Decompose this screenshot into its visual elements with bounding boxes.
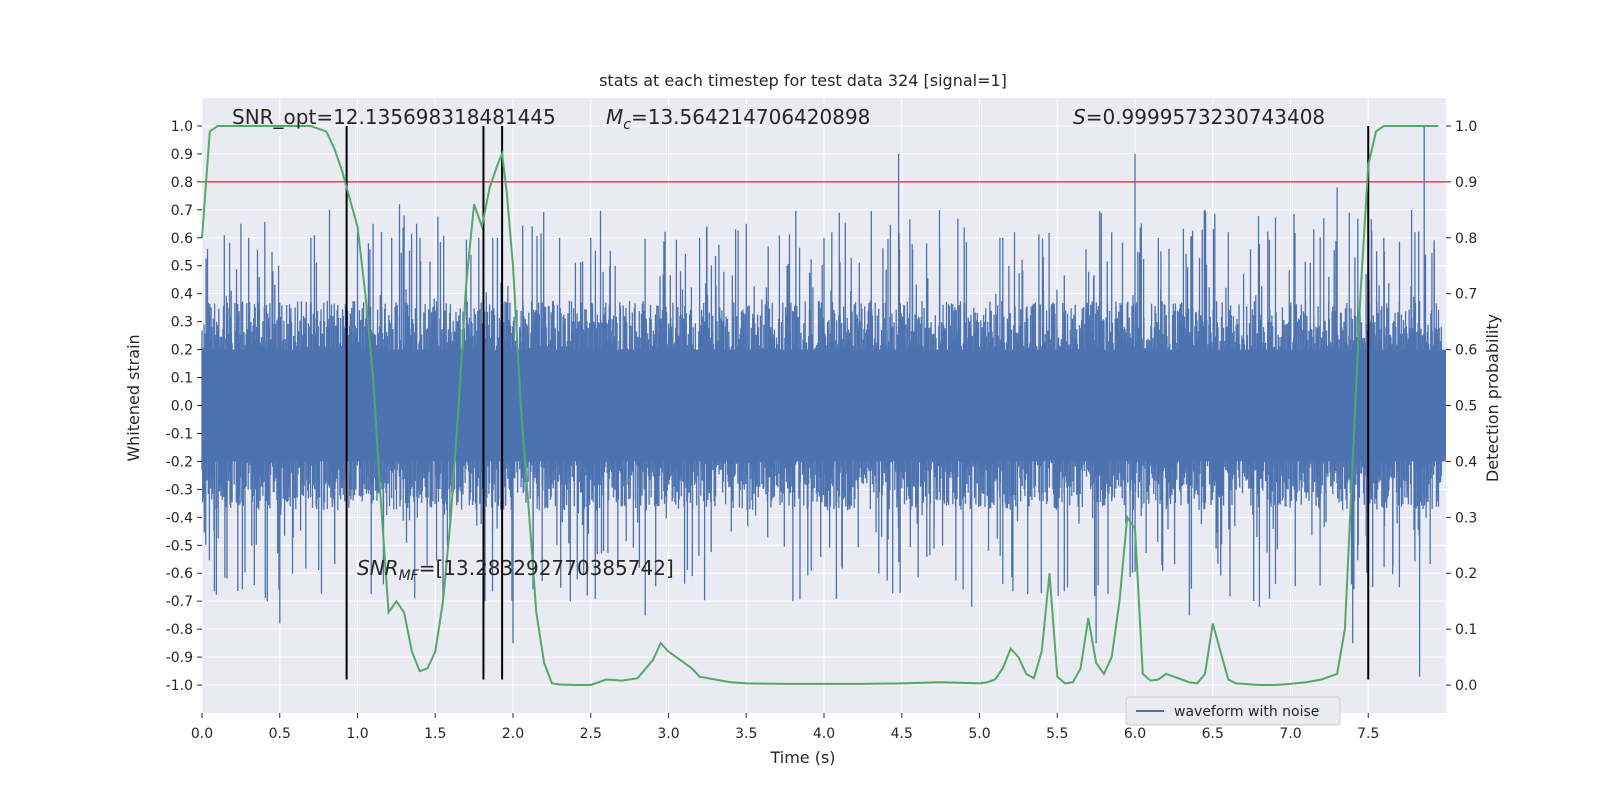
mc-subscript: c [623, 117, 631, 133]
y-tick-label: 0.3 [171, 315, 193, 331]
x-tick-label: 5.0 [968, 726, 990, 742]
s-symbol: S [1073, 105, 1086, 129]
y2-tick-label: 0.0 [1455, 678, 1477, 694]
y-tick-label: 1.0 [171, 119, 193, 135]
y-tick-label: 0.2 [171, 343, 193, 359]
y-tick-label: -0.1 [166, 426, 193, 442]
x-tick-label: 3.5 [735, 726, 757, 742]
y2-tick-label: 0.1 [1455, 622, 1477, 638]
x-tick-label: 1.5 [424, 726, 446, 742]
y-tick-label: -0.8 [166, 622, 193, 638]
s-annotation: S=0.9999573230743408 [1073, 105, 1325, 129]
mc-value: =13.564214706420898 [631, 105, 870, 129]
y-tick-labels: 1.0 0.9 0.8 0.7 0.6 0.5 0.4 0.3 0.2 0.1 0.0 -0.1 -0.… [166, 119, 202, 694]
x-tick-label: 7.0 [1279, 726, 1301, 742]
y-tick-label: 0.1 [171, 371, 193, 387]
y2-tick-label: 0.3 [1455, 510, 1477, 526]
y-tick-label: 0.5 [171, 259, 193, 275]
snr-opt-annotation: SNR_opt=12.135698318481445 [232, 105, 556, 129]
y2-tick-label: 0.4 [1455, 454, 1477, 470]
x-tick-label: 5.5 [1046, 726, 1068, 742]
y-tick-label: -0.2 [166, 454, 193, 470]
legend-label-waveform: waveform with noise [1174, 704, 1319, 720]
x-tick-label: 6.5 [1202, 726, 1224, 742]
snr-mf-subscript: MF [399, 568, 420, 584]
legend-box [1125, 696, 1341, 726]
y-tick-label: -0.3 [166, 482, 193, 498]
y-tick-label: -0.5 [166, 538, 193, 554]
y-tick-label: 0.8 [171, 175, 193, 191]
y2-tick-label: 0.2 [1455, 566, 1477, 582]
s-value: =0.9999573230743408 [1086, 105, 1325, 129]
x-tick-label: 4.0 [813, 726, 835, 742]
x-tick-label: 7.5 [1357, 726, 1379, 742]
y2-axis-label: Detection probability [1483, 314, 1502, 482]
prob-series-line [201, 125, 1439, 686]
y-tick-label: -0.7 [166, 594, 193, 610]
y-tick-label: 0.6 [171, 231, 193, 247]
x-tick-labels: 0.0 0.5 1.0 1.5 2.0 2.5 3.0 3.5 4.0 4.5 5.0 5.5 6.0 6… [191, 713, 1379, 742]
x-tick-label: 0.0 [191, 726, 213, 742]
y2-tick-label: 0.7 [1455, 287, 1477, 303]
x-tick-label: 0.5 [269, 726, 291, 742]
y-tick-label: 0.4 [171, 287, 193, 303]
y2-tick-label: 0.9 [1455, 175, 1477, 191]
x-tick-label: 2.5 [580, 726, 602, 742]
y-tick-label: -0.4 [166, 510, 193, 526]
x-tick-label: 6.0 [1124, 726, 1146, 742]
mc-symbol: M [606, 105, 623, 129]
y-tick-label: -0.9 [166, 650, 193, 666]
y-tick-label: -1.0 [166, 678, 193, 694]
y2-tick-label: 0.8 [1455, 231, 1477, 247]
snr-mf-value: =[13.283292770385742] [419, 556, 674, 580]
waveform-series [201, 126, 1446, 677]
chart-title: stats at each timestep for test data 324… [599, 71, 1007, 90]
x-tick-label: 1.0 [346, 726, 368, 742]
y2-tick-label: 0.5 [1455, 399, 1477, 415]
y-axis-label: Whitened strain [124, 334, 143, 461]
y-tick-label: 0.7 [171, 203, 193, 219]
y-tick-label: 0.0 [171, 399, 193, 415]
snr-mf-annotation: SNRMF=[13.283292770385742] [357, 556, 674, 584]
y-tick-label: -0.6 [166, 566, 193, 582]
snr-mf-symbol: SNR [357, 556, 399, 580]
x-tick-label: 4.5 [891, 726, 913, 742]
legend: waveform with noise [1125, 696, 1341, 726]
x-axis-label: Time (s) [769, 748, 835, 767]
mc-annotation: Mc=13.564214706420898 [606, 105, 870, 133]
y2-tick-label: 0.6 [1455, 343, 1477, 359]
x-tick-label: 2.0 [502, 726, 524, 742]
y2-tick-labels: 1.0 0.9 0.8 0.7 0.6 0.5 0.4 0.3 0.2 0.1 0.0 [1446, 119, 1477, 694]
y2-tick-label: 1.0 [1455, 119, 1477, 135]
x-tick-label: 3.0 [657, 726, 679, 742]
y-tick-label: 0.9 [171, 147, 193, 163]
